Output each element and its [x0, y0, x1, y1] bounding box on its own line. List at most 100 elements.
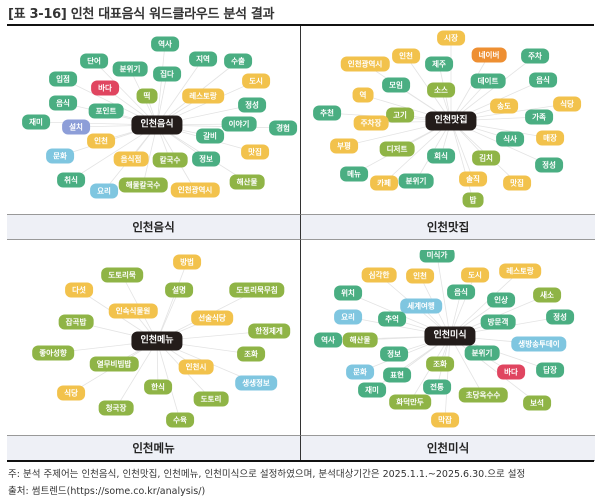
- panel-label-food: 인천음식: [7, 214, 300, 240]
- word-node: 수육: [166, 412, 194, 428]
- word-node: 경험: [269, 120, 297, 136]
- word-node: 바다: [497, 364, 525, 380]
- word-node: 요리: [90, 183, 118, 199]
- word-node: 인속식물원: [108, 303, 158, 319]
- word-node: 도시: [242, 73, 270, 89]
- word-node: 전통: [423, 379, 451, 395]
- word-node: 주차: [521, 48, 549, 64]
- word-node: 갈비: [196, 128, 224, 144]
- word-node: 음식: [447, 284, 475, 300]
- word-node: 송도: [490, 98, 518, 114]
- wordcloud-incheon-food: 역사 단어 분위기 지역 수출 집다 입점 바다 떡 레스토랑 도시 음식 포인트 정성 재미 설치 이야기 경험…: [7, 28, 299, 213]
- word-node: 해산물: [229, 174, 265, 190]
- word-node: 요리: [334, 309, 362, 325]
- word-node: 단어: [80, 53, 108, 69]
- word-node: 조화: [237, 346, 265, 362]
- word-node: 인천광역시: [340, 56, 390, 72]
- word-node: 식당: [553, 96, 581, 112]
- word-node: 레스토랑: [499, 263, 541, 279]
- top-rule: [7, 24, 594, 26]
- word-node: 정보: [192, 151, 220, 167]
- word-node: 시장: [437, 30, 465, 46]
- word-node: 열무비빔밥: [89, 356, 139, 372]
- word-node: 잡곡밥: [58, 314, 94, 330]
- word-node: 분위기: [464, 345, 500, 361]
- word-node: 심각한: [361, 267, 397, 283]
- word-node: 해물칼국수: [118, 177, 168, 193]
- word-node: 생방송투데이: [511, 336, 567, 352]
- footnote-note: 주: 분석 주제어는 인천음식, 인천맛집, 인천메뉴, 인천미식으로 설정하였…: [8, 469, 526, 480]
- word-node: 레스토랑: [182, 88, 224, 104]
- center-keyword-node: 인천음식: [131, 115, 183, 135]
- word-node: 메뉴: [340, 166, 368, 182]
- word-node: 역사: [151, 36, 179, 52]
- word-node: 생생정보: [235, 375, 277, 391]
- word-node: 데이트: [470, 73, 506, 89]
- word-node: 집다: [153, 66, 181, 82]
- word-node: 회식: [427, 148, 455, 164]
- wordcloud-incheon-restaurants: 시장 인천 네이버 주차 인천광역시 제주 모임 데이트 음식 소스 역 송도 식당 추천 고기 가족 주차장 식…: [301, 28, 594, 213]
- center-keyword-node: 인천맛집: [425, 111, 477, 131]
- word-node: 초당옥수수: [458, 387, 508, 403]
- word-node: 식사: [496, 131, 524, 147]
- wordcloud-incheon-menu: 방법 도토리묵 다섯 설명 도토리묵무침 인속식물원 선술식당 잡곡밥 한정제게 좋아성향 열무비빔…: [7, 250, 299, 434]
- word-node: 포인트: [88, 103, 124, 119]
- word-node: 네이버: [471, 47, 507, 63]
- column-divider: [300, 26, 301, 461]
- word-node: 인천시: [178, 359, 214, 375]
- word-node: 음식: [49, 95, 77, 111]
- center-keyword-node: 인천메뉴: [131, 331, 183, 351]
- word-node: 솔직: [459, 171, 487, 187]
- word-node: 역: [352, 87, 374, 103]
- word-node: 추억: [378, 311, 406, 327]
- word-node: 선술식당: [191, 310, 233, 326]
- word-node: 방문객: [480, 314, 516, 330]
- word-node: 이야기: [221, 116, 257, 132]
- word-node: 칼국수: [152, 152, 188, 168]
- word-node: 주차장: [353, 115, 389, 131]
- word-node: 고기: [386, 107, 414, 123]
- word-node: 김치: [472, 150, 500, 166]
- word-node: 도토리묵무침: [229, 282, 285, 298]
- footnote-source: 출처: 썸트렌드(https://some.co.kr/analysis/): [8, 486, 206, 497]
- word-node: 정성: [238, 97, 266, 113]
- word-node: 부평: [330, 138, 358, 154]
- word-node: 보석: [523, 395, 551, 411]
- word-node: 매장: [536, 130, 564, 146]
- word-node: 설명: [165, 282, 193, 298]
- word-node: 문화: [346, 364, 374, 380]
- word-node: 한식: [144, 379, 172, 395]
- word-node: 소스: [427, 82, 455, 98]
- bottom-rule: [7, 460, 594, 462]
- word-node: 분위기: [398, 173, 434, 189]
- word-node: 미식가: [419, 250, 455, 263]
- word-node: 방법: [173, 254, 201, 270]
- word-node: 위치: [334, 285, 362, 301]
- word-node: 답장: [536, 362, 564, 378]
- word-node: 디저트: [379, 141, 415, 157]
- word-node: 다섯: [65, 282, 93, 298]
- wordcloud-incheon-gourmet: 미식가 심각한 인천 도시 레스토랑 위치 음식 세계여행 인상 새소 요리 추억 방문객 정성 역사 해산물…: [301, 250, 594, 434]
- word-node: 취식: [57, 172, 85, 188]
- word-node: 화덕만두: [389, 394, 431, 410]
- word-node: 세계여행: [400, 298, 442, 314]
- word-node: 도시: [461, 267, 489, 283]
- word-node: 수출: [224, 53, 252, 69]
- word-node: 도토리: [193, 391, 229, 407]
- word-node: 좋아성향: [32, 345, 74, 361]
- panel-label-menu: 인천메뉴: [7, 435, 300, 461]
- word-node: 표현: [383, 367, 411, 383]
- word-node: 인천: [87, 133, 115, 149]
- word-node: 입점: [49, 71, 77, 87]
- word-node: 정성: [546, 309, 574, 325]
- word-node: 맛집: [241, 144, 269, 160]
- center-keyword-node: 인천미식: [424, 326, 476, 346]
- word-node: 밥: [462, 192, 484, 208]
- word-node: 도토리묵: [101, 267, 143, 283]
- word-node: 역사: [314, 332, 342, 348]
- table-title: [표 3-16] 인천 대표음식 워드클라우드 분석 결과: [8, 7, 275, 22]
- word-node: 음식: [529, 72, 557, 88]
- word-node: 지역: [189, 51, 217, 67]
- panel-label-restaurants: 인천맛집: [300, 214, 595, 240]
- word-node: 문화: [46, 148, 74, 164]
